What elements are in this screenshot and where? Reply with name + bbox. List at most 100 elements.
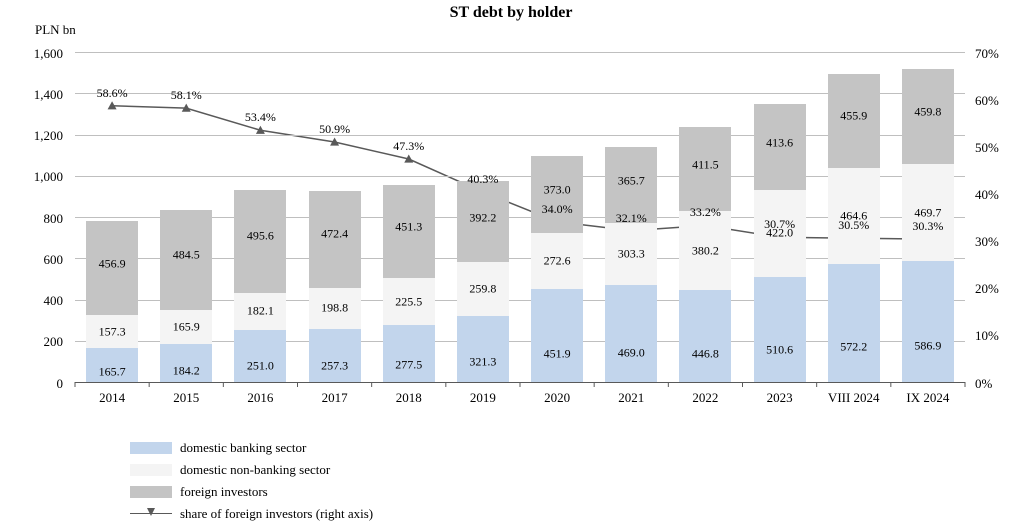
legend-label: share of foreign investors (right axis) — [180, 506, 373, 522]
bar-value-label: 321.3 — [469, 355, 496, 370]
y-right-tick: 60% — [975, 93, 999, 109]
bar-value-label: 184.2 — [173, 363, 200, 378]
bar-stack — [309, 191, 361, 383]
bar-value-label: 277.5 — [395, 357, 422, 372]
bar-value-label: 455.9 — [840, 109, 867, 124]
gridline — [75, 382, 965, 383]
y-right-tick: 30% — [975, 234, 999, 250]
bar-value-label: 373.0 — [544, 183, 571, 198]
y-left-tick: 600 — [0, 252, 63, 268]
bar-value-label: 165.7 — [99, 364, 126, 379]
legend: domestic banking sector domestic non-bank… — [130, 440, 960, 528]
bar-value-label: 451.3 — [395, 220, 422, 235]
bar-value-label: 484.5 — [173, 247, 200, 262]
legend-label: domestic non-banking sector — [180, 462, 330, 478]
bar-value-label: 392.2 — [469, 210, 496, 225]
bar-value-label: 225.5 — [395, 294, 422, 309]
bar-value-label: 510.6 — [766, 343, 793, 358]
bar-stack — [86, 221, 138, 382]
line-value-label: 34.0% — [542, 202, 573, 217]
y-right-tick: 10% — [975, 328, 999, 344]
x-tick: 2017 — [322, 390, 348, 406]
bar-value-label: 495.6 — [247, 229, 274, 244]
bar-value-label: 365.7 — [618, 174, 645, 189]
bar-value-label: 251.0 — [247, 359, 274, 374]
line-value-label: 53.4% — [245, 110, 276, 125]
x-tick: 2014 — [99, 390, 125, 406]
legend-line-swatch — [130, 507, 172, 521]
x-tick: IX 2024 — [906, 390, 949, 406]
chart-root: ST debt by holder PLN bn 165.7 157.3 456.9… — [0, 0, 1022, 502]
line-marker-triangle — [404, 155, 413, 163]
bar-value-label: 411.5 — [692, 157, 719, 172]
y-left-tick: 400 — [0, 293, 63, 309]
legend-swatch — [130, 442, 172, 454]
legend-label: foreign investors — [180, 484, 268, 500]
bar-segment-domestic-banking — [531, 289, 583, 382]
bar-value-label: 456.9 — [99, 256, 126, 271]
line-value-label: 58.1% — [171, 88, 202, 103]
bar-segment-domestic-banking — [679, 290, 731, 382]
x-tick: 2018 — [396, 390, 422, 406]
line-value-label: 40.3% — [467, 172, 498, 187]
bar-value-label: 451.9 — [544, 347, 571, 362]
gridline — [75, 52, 965, 53]
bar-value-label: 165.9 — [173, 319, 200, 334]
y-left-tick: 1,400 — [0, 87, 63, 103]
bar-value-label: 303.3 — [618, 246, 645, 261]
left-axis-title: PLN bn — [35, 22, 76, 38]
bar-value-label: 257.3 — [321, 359, 348, 374]
legend-item-domestic-nonbanking: domestic non-banking sector — [130, 462, 510, 478]
y-left-tick: 1,200 — [0, 128, 63, 144]
line-value-label: 32.1% — [616, 211, 647, 226]
line-value-label: 30.3% — [912, 219, 943, 234]
bar-value-label: 459.8 — [914, 104, 941, 119]
line-value-label: 33.2% — [690, 205, 721, 220]
bar-segment-domestic-banking — [383, 325, 435, 382]
line-value-label: 58.6% — [97, 86, 128, 101]
chart-title: ST debt by holder — [450, 4, 573, 22]
bar-stack — [383, 185, 435, 382]
bar-value-label: 157.3 — [99, 324, 126, 339]
line-marker-triangle — [330, 138, 339, 146]
y-left-tick: 200 — [0, 334, 63, 350]
line-marker-triangle — [256, 126, 265, 134]
y-right-tick: 40% — [975, 187, 999, 203]
legend-item-foreign-investors: foreign investors — [130, 484, 510, 500]
bar-value-label: 469.7 — [914, 205, 941, 220]
x-tick: 2023 — [767, 390, 793, 406]
legend-swatch — [130, 464, 172, 476]
bar-value-label: 572.2 — [840, 339, 867, 354]
y-left-tick: 1,000 — [0, 169, 63, 185]
bar-segment-domestic-banking — [902, 261, 954, 382]
y-right-tick: 0% — [975, 376, 992, 392]
bar-segment-domestic-banking — [457, 316, 509, 382]
x-tick: 2016 — [247, 390, 273, 406]
legend-item-domestic-banking: domestic banking sector — [130, 440, 510, 456]
bar-value-label: 472.4 — [321, 227, 348, 242]
y-left-tick: 1,600 — [0, 46, 63, 62]
bar-segment-domestic-banking — [234, 330, 286, 382]
legend-swatch — [130, 486, 172, 498]
y-right-tick: 50% — [975, 140, 999, 156]
line-marker-triangle — [108, 101, 117, 109]
line-marker-triangle — [182, 104, 191, 112]
bar-stack — [234, 190, 286, 382]
x-tick: 2021 — [618, 390, 644, 406]
y-right-tick: 20% — [975, 281, 999, 297]
bar-segment-domestic-banking — [828, 264, 880, 382]
bar-segment-domestic-banking — [754, 277, 806, 382]
line-value-label: 30.7% — [764, 217, 795, 232]
bar-value-label: 586.9 — [914, 338, 941, 353]
line-value-label: 47.3% — [393, 139, 424, 154]
bar-value-label: 272.6 — [544, 253, 571, 268]
bar-value-label: 469.0 — [618, 345, 645, 360]
y-left-tick: 0 — [0, 376, 63, 392]
bar-value-label: 182.1 — [247, 304, 274, 319]
bar-value-label: 446.8 — [692, 347, 719, 362]
bar-value-label: 413.6 — [766, 135, 793, 150]
x-tick: 2015 — [173, 390, 199, 406]
bar-value-label: 198.8 — [321, 301, 348, 316]
line-value-label: 50.9% — [319, 122, 350, 137]
bar-value-label: 380.2 — [692, 243, 719, 258]
